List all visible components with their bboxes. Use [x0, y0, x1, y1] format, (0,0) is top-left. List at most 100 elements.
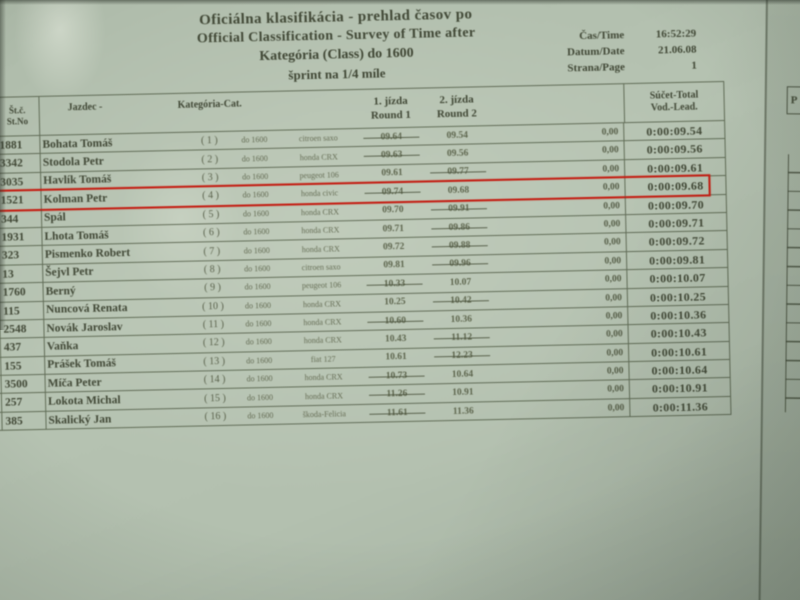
penalty-cell: 0,00 [567, 270, 628, 289]
penalty-cell: 0,00 [568, 307, 629, 326]
category-rank-cell: ( 14 ) [203, 374, 226, 386]
penalty-cell: 0,00 [569, 380, 631, 400]
start-number-cell: 1760 [0, 283, 44, 302]
round1-time-cell: 10.43 [384, 333, 407, 345]
class-cell: do 1600 [242, 171, 269, 182]
round2-time-cell: 11.12 [429, 332, 495, 343]
class-cell: do 1600 [244, 300, 272, 311]
car-model-cell: honda civic [300, 188, 339, 199]
start-number-cell: 323 [0, 246, 44, 265]
total-time-cell: 0:00:10.36 [628, 304, 730, 325]
round2-time-cell: 10.36 [450, 314, 473, 325]
total-column-header: Súčet-Total Vod.-Lead. [623, 81, 726, 123]
category-rank-cell: ( 1 ) [200, 135, 218, 147]
round1-time-cell: 09.70 [382, 205, 404, 216]
round1-time-cell: 09.71 [382, 223, 405, 235]
car-model-cell: honda CRX [300, 207, 340, 217]
total-time-cell: 0:00:10.07 [627, 268, 729, 288]
round1-column-header: 1. jízda Round 1 [370, 94, 412, 122]
penalty-cell: 0,00 [564, 123, 625, 142]
penalty-cell: 0,00 [564, 159, 626, 179]
category-rank-cell: ( 15 ) [204, 392, 226, 405]
adjacent-sheet-header-fragment: P [786, 86, 800, 115]
start-number-cell: 3500 [1, 374, 46, 394]
round1-time-cell: 10.61 [385, 352, 407, 363]
driver-name-cell: Berný [45, 284, 76, 298]
start-number-cell: 1931 [0, 227, 43, 247]
start-number-cell: 385 [2, 411, 47, 431]
classification-table: Por. Pos. Št.č. St.No Jazdec - Kategória… [0, 80, 732, 432]
document-titles: Oficiálna klasifikácia - prehlad časov p… [86, 4, 587, 88]
total-time-cell: 0:00:09.68 [625, 176, 727, 196]
class-cell: do 1600 [242, 190, 269, 200]
start-number-cell: 2548 [0, 319, 45, 339]
round2-time-cell: 09.86 [426, 222, 492, 233]
penalty-cell: 0,00 [568, 325, 629, 345]
round1-time-cell: 09.61 [381, 168, 403, 179]
class-cell: do 1600 [246, 355, 273, 366]
car-model-cell: honda CRX [301, 243, 340, 254]
driver-name-cell: Prášek Tomáš [47, 357, 117, 372]
category-rank-cell: ( 3 ) [201, 172, 219, 184]
round1-time-cell: 10.33 [361, 278, 427, 289]
driver-name-cell: Stodola Petr [42, 155, 104, 169]
category-rank-cell: ( 12 ) [202, 337, 225, 349]
car-model-cell: citroen saxo [301, 262, 341, 273]
round2-time-cell: 09.77 [425, 167, 491, 178]
round2-time-cell: 10.64 [451, 369, 474, 380]
car-model-cell: fiat 127 [310, 354, 336, 364]
class-cell: do 1600 [244, 263, 271, 274]
time-value: 16:52:29 [655, 27, 697, 41]
driver-column-header: Jazdec - [67, 101, 103, 114]
document-meta: Čas/Time 16:52:29 Datum/Date 21.06.08 St… [526, 26, 697, 78]
driver-name-cell: Lhota Tomáš [44, 229, 109, 243]
class-cell: do 1600 [241, 153, 268, 164]
page-label: Strana/Page [567, 61, 626, 75]
photo-edge-shadow [0, 0, 6, 330]
car-model-cell: honda CRX [303, 317, 342, 328]
penalty-cell: 0,00 [566, 251, 628, 271]
car-model-cell: honda CRX [303, 335, 342, 346]
penalty-column-header [563, 84, 624, 123]
start-number-cell: 155 [1, 356, 46, 375]
total-time-cell: 0:00:10.25 [627, 286, 730, 307]
category-rank-cell: ( 8 ) [203, 263, 221, 276]
round1-time-cell: 09.72 [382, 242, 405, 253]
driver-name-cell: Lokota Michal [47, 394, 121, 408]
car-model-cell: honda CRX [304, 372, 343, 383]
class-cell: do 1600 [245, 337, 272, 347]
driver-name-cell: Bohata Tomáš [42, 137, 113, 151]
driver-category-header: Jazdec - Kategória-Cat. [39, 90, 358, 135]
driver-name-cell: Novák Jaroslav [46, 320, 123, 335]
class-cell: do 1600 [243, 227, 270, 237]
page-value: 1 [691, 59, 697, 72]
class-cell: do 1600 [247, 410, 274, 421]
total-time-cell: 0:00:11.36 [630, 396, 732, 417]
car-model-cell: honda CRX [299, 152, 338, 162]
category-rank-cell: ( 5 ) [202, 208, 220, 221]
round2-column-header: 2. jízda Round 2 [436, 93, 478, 121]
total-time-cell: 0:00:10.64 [629, 359, 731, 380]
driver-name-cell: Kolman Petr [43, 192, 108, 206]
adjacent-sheet-row-lines [784, 154, 800, 413]
total-time-cell: 0:00:09.56 [624, 139, 726, 159]
category-rank-cell: ( 13 ) [203, 355, 226, 368]
driver-name-cell: Skalický Jan [48, 412, 112, 427]
car-model-cell: honda CRX [301, 225, 340, 236]
category-rank-cell: ( 7 ) [203, 245, 221, 257]
round2-time-cell: 09.91 [426, 203, 492, 214]
penalty-cell: 0,00 [566, 233, 627, 253]
car-model-cell: peugeot 106 [301, 280, 342, 291]
class-cell: do 1600 [242, 208, 270, 219]
start-number-cell: 115 [0, 301, 45, 320]
start-number-cell: 344 [0, 209, 43, 228]
total-time-cell: 0:00:09.61 [624, 157, 727, 178]
round2-time-cell: 10.07 [449, 277, 472, 288]
round1-time-cell: 09.63 [359, 150, 425, 161]
photo-edge-shadow [0, 0, 800, 5]
car-model-cell: škoda-Felicia [302, 409, 347, 420]
table-body: 1 1881 Bohata Tomáš ( 1 ) do 1600 citroe… [0, 120, 732, 432]
driver-name-cell: Havlík Tomáš [43, 173, 112, 188]
